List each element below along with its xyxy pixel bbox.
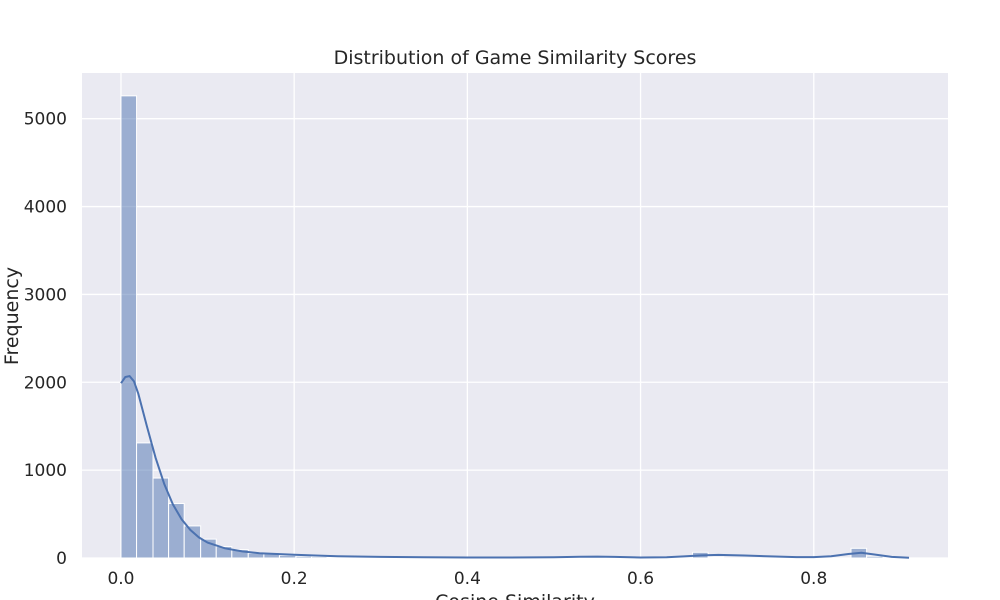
x-axis-title: Cosine Similarity bbox=[435, 591, 595, 600]
y-tick-label: 3000 bbox=[24, 285, 67, 305]
x-tick-label: 0.2 bbox=[281, 569, 308, 589]
y-tick-label: 5000 bbox=[24, 110, 67, 130]
y-tick-label: 2000 bbox=[24, 373, 67, 393]
y-tick-label: 0 bbox=[56, 549, 67, 569]
y-tick-label: 1000 bbox=[24, 461, 67, 481]
chart-title: Distribution of Game Similarity Scores bbox=[334, 47, 697, 69]
x-tick-label: 0.0 bbox=[107, 569, 134, 589]
histogram-bar bbox=[295, 555, 312, 559]
plot-background bbox=[82, 73, 948, 558]
histogram-bar bbox=[136, 442, 154, 559]
histogram-bar bbox=[278, 554, 297, 559]
y-tick-label: 4000 bbox=[24, 198, 67, 218]
y-axis-title: Frequency bbox=[1, 267, 23, 365]
histogram-bar bbox=[866, 555, 884, 559]
histogram-bar bbox=[707, 556, 725, 559]
x-tick-label: 0.6 bbox=[627, 569, 654, 589]
histogram-bars bbox=[120, 95, 884, 559]
histogram-bar bbox=[120, 95, 138, 559]
x-tick-label: 0.4 bbox=[454, 569, 481, 589]
x-axis-ticks: 0.0 0.2 0.4 0.6 0.8 bbox=[107, 569, 827, 589]
y-axis-ticks: 0 1000 2000 3000 4000 5000 bbox=[24, 110, 67, 569]
x-tick-label: 0.8 bbox=[800, 569, 827, 589]
kde-curve bbox=[120, 374, 910, 559]
histogram-bar bbox=[310, 556, 328, 559]
